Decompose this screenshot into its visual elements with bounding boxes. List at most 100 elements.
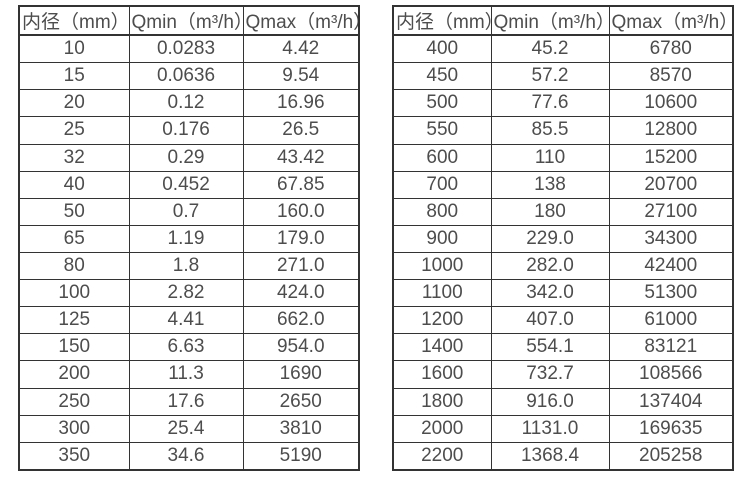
table-cell: 26.5	[242, 116, 360, 145]
column-header: Qmax（m³/h）	[608, 5, 734, 36]
table-cell: 424.0	[242, 279, 360, 308]
table-cell: 500	[392, 89, 492, 118]
table-cell: 1000	[392, 251, 492, 281]
table-cell: 179.0	[242, 224, 360, 253]
table-cell: 2200	[392, 441, 492, 471]
table-cell: 271.0	[242, 251, 360, 281]
table-cell: 1100	[392, 279, 492, 308]
table-cell: 1368.4	[490, 441, 610, 471]
table-cell: 15200	[608, 143, 734, 172]
table-row: 800 180 27100	[392, 197, 734, 226]
table-cell: 10600	[608, 89, 734, 118]
table-cell: 550	[392, 116, 492, 145]
table-cell: 205258	[608, 441, 734, 471]
table-cell: 32	[18, 143, 130, 172]
table-cell: 110	[490, 143, 610, 172]
table-row: 900 229.0 34300	[392, 224, 734, 253]
table-cell: 20	[18, 89, 130, 118]
table-cell: 6780	[608, 34, 734, 64]
column-header: 内径（mm）	[18, 5, 130, 36]
table-cell: 700	[392, 170, 492, 199]
table-row: 125 4.41 662.0	[18, 306, 360, 335]
table-header-row: 内径（mm）Qmin（m³/h）Qmax（m³/h）	[392, 5, 734, 36]
table-row: 1800 916.0 137404	[392, 387, 734, 416]
table-cell: 1131.0	[490, 414, 610, 443]
table-cell: 0.7	[128, 197, 244, 226]
table-row: 2000 1131.0 169635	[392, 414, 734, 443]
table-cell: 138	[490, 170, 610, 199]
table-row: 1600 732.7 108566	[392, 360, 734, 389]
table-cell: 34.6	[128, 441, 244, 471]
table-cell: 4.41	[128, 306, 244, 335]
table-cell: 200	[18, 360, 130, 389]
table-row: 15 0.0636 9.54	[18, 62, 360, 91]
table-cell: 16.96	[242, 89, 360, 118]
table-cell: 300	[18, 414, 130, 443]
table-cell: 180	[490, 197, 610, 226]
table-cell: 17.6	[128, 387, 244, 416]
table-cell: 342.0	[490, 279, 610, 308]
table-cell: 350	[18, 441, 130, 471]
table-cell: 1400	[392, 333, 492, 362]
table-cell: 8570	[608, 62, 734, 91]
table-cell: 137404	[608, 387, 734, 416]
table-cell: 250	[18, 387, 130, 416]
table-cell: 9.54	[242, 62, 360, 91]
table-cell: 65	[18, 224, 130, 253]
table-cell: 100	[18, 279, 130, 308]
table-cell: 2650	[242, 387, 360, 416]
table-cell: 600	[392, 143, 492, 172]
table-row: 500 77.6 10600	[392, 89, 734, 118]
flow-rate-table-large-diameters: 内径（mm）Qmin（m³/h）Qmax（m³/h） 40045.2678045…	[392, 5, 734, 471]
table-row: 250 17.6 2650	[18, 387, 360, 416]
table-cell: 108566	[608, 360, 734, 389]
table-header-row: 内径（mm）Qmin（m³/h）Qmax（m³/h）	[18, 5, 360, 36]
table-cell: 15	[18, 62, 130, 91]
table-cell: 5190	[242, 441, 360, 471]
table-row: 80 1.8 271.0	[18, 251, 360, 281]
table-cell: 0.452	[128, 170, 244, 199]
table-row: 1000 282.0 42400	[392, 251, 734, 281]
table-row: 450 57.2 8570	[392, 62, 734, 91]
table-row: 25 0.176 26.5	[18, 116, 360, 145]
table-row: 100 2.82 424.0	[18, 279, 360, 308]
table-cell: 0.29	[128, 143, 244, 172]
table-row: 50 0.7 160.0	[18, 197, 360, 226]
table-row: 350 34.6 5190	[18, 441, 360, 471]
table-row: 700 138 20700	[392, 170, 734, 199]
table-cell: 27100	[608, 197, 734, 226]
table-row: 2200 1368.4 205258	[392, 441, 734, 471]
table-row: 20 0.12 16.96	[18, 89, 360, 118]
table-cell: 4.42	[242, 34, 360, 64]
table-cell: 10	[18, 34, 130, 64]
table-cell: 0.0636	[128, 62, 244, 91]
table-row: 150 6.63 954.0	[18, 333, 360, 362]
table-cell: 800	[392, 197, 492, 226]
table-cell: 43.42	[242, 143, 360, 172]
table-cell: 57.2	[490, 62, 610, 91]
table-cell: 2.82	[128, 279, 244, 308]
table-cell: 125	[18, 306, 130, 335]
table-row: 1200 407.0 61000	[392, 306, 734, 335]
table-cell: 51300	[608, 279, 734, 308]
table-cell: 732.7	[490, 360, 610, 389]
table-cell: 45.2	[490, 34, 610, 64]
table-row: 65 1.19 179.0	[18, 224, 360, 253]
table-cell: 6.63	[128, 333, 244, 362]
table-cell: 2000	[392, 414, 492, 443]
table-cell: 50	[18, 197, 130, 226]
table-cell: 954.0	[242, 333, 360, 362]
table-cell: 83121	[608, 333, 734, 362]
table-cell: 1.19	[128, 224, 244, 253]
table-row: 300 25.4 3810	[18, 414, 360, 443]
table-row: 200 11.3 1690	[18, 360, 360, 389]
table-cell: 85.5	[490, 116, 610, 145]
table-cell: 1800	[392, 387, 492, 416]
table-cell: 12800	[608, 116, 734, 145]
table-cell: 1.8	[128, 251, 244, 281]
table-cell: 80	[18, 251, 130, 281]
table-cell: 25	[18, 116, 130, 145]
table-cell: 0.0283	[128, 34, 244, 64]
table-cell: 0.176	[128, 116, 244, 145]
